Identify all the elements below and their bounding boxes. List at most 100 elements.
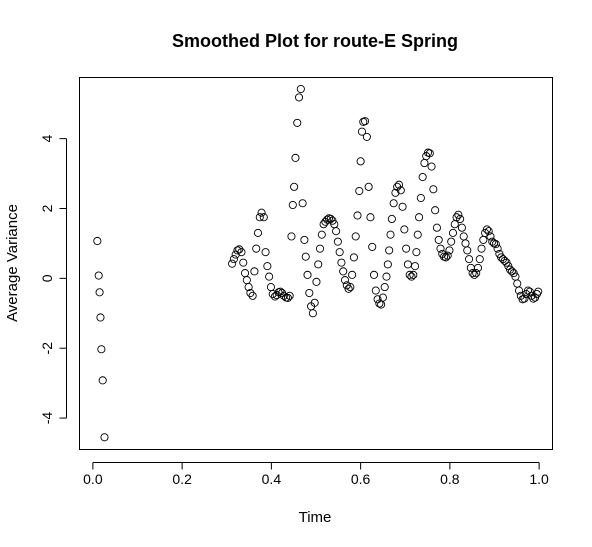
data-point [413, 230, 422, 239]
data-point [340, 276, 350, 285]
data-point [525, 287, 534, 296]
data-point [293, 118, 302, 127]
data-point [429, 185, 438, 194]
x-tick-label: 0.2 [172, 471, 192, 487]
data-point [296, 84, 305, 94]
data-point [378, 293, 387, 302]
data-point [479, 235, 488, 244]
data-point [470, 270, 479, 279]
data-point [349, 253, 358, 262]
data-point [383, 260, 392, 269]
data-point [239, 258, 248, 267]
x-tick-label: 0.4 [262, 471, 282, 487]
data-point [369, 270, 379, 279]
data-point [486, 232, 495, 241]
data-point [386, 230, 395, 239]
data-point [472, 269, 481, 278]
data-point [420, 159, 429, 168]
data-point [398, 202, 407, 211]
chart-title: Smoothed Plot for route-E Spring [172, 31, 458, 51]
data-point [246, 288, 255, 298]
data-point [391, 188, 400, 197]
data-point [323, 215, 332, 224]
y-tick-label: 0 [39, 274, 55, 282]
data-point [371, 286, 380, 295]
data-point [468, 269, 477, 278]
data-point [362, 132, 371, 141]
data-point [436, 244, 445, 253]
data-point [257, 208, 266, 217]
data-point [97, 345, 106, 354]
data-point [285, 291, 294, 300]
y-tick-label: -4 [39, 412, 55, 425]
data-point [248, 291, 257, 300]
data-point [100, 433, 109, 442]
data-point [355, 186, 364, 196]
data-point [244, 283, 253, 292]
data-point [431, 206, 440, 215]
data-point [319, 220, 328, 229]
data-point [447, 237, 456, 246]
data-point [389, 199, 398, 208]
data-point [303, 270, 312, 279]
y-tick-label: -2 [39, 342, 55, 355]
data-point [463, 246, 472, 255]
data-point [253, 228, 263, 237]
y-axis-label: Average Variance [4, 204, 21, 322]
data-point [434, 235, 443, 244]
data-point [233, 246, 242, 255]
data-point [380, 283, 389, 292]
x-tick-label: 0.0 [83, 471, 103, 487]
data-point [290, 182, 299, 191]
data-point [252, 244, 261, 253]
data-point [279, 291, 288, 300]
data-point [427, 162, 436, 171]
data-point [255, 213, 264, 222]
data-point [288, 200, 297, 210]
data-point [493, 244, 502, 253]
data-point [361, 117, 370, 126]
data-point [418, 172, 427, 182]
data-point [308, 309, 317, 318]
data-point [294, 93, 304, 102]
data-point [314, 260, 323, 269]
data-point [514, 286, 524, 295]
data-points [93, 84, 543, 442]
data-point [457, 223, 466, 232]
data-point [335, 248, 344, 257]
data-point [385, 246, 394, 255]
data-point [259, 213, 268, 222]
data-point [387, 214, 396, 224]
data-point [235, 245, 244, 254]
data-point [333, 237, 342, 246]
data-point [96, 313, 105, 322]
data-point [416, 193, 425, 203]
data-point [409, 270, 418, 279]
data-point [98, 376, 107, 385]
data-point [339, 267, 348, 276]
x-tick-label: 1.0 [529, 471, 549, 487]
data-point [482, 225, 491, 234]
data-point [400, 225, 409, 234]
y-tick-label: 2 [39, 204, 55, 212]
data-point [356, 157, 365, 166]
data-point [229, 255, 238, 264]
data-point [507, 267, 516, 276]
data-point [250, 267, 259, 276]
data-point [412, 248, 421, 257]
data-point [242, 276, 251, 285]
data-point [312, 277, 321, 286]
plot-frame [79, 77, 553, 450]
data-point [407, 272, 416, 281]
x-axis-label: Time [299, 509, 332, 526]
data-point [403, 260, 412, 269]
data-point [454, 210, 463, 219]
data-point [310, 298, 319, 307]
data-point [448, 228, 458, 237]
data-point [459, 232, 468, 241]
data-point [396, 186, 405, 195]
data-point [445, 246, 454, 255]
data-point [353, 211, 362, 220]
x-axis: 0.0 0.2 0.4 0.6 0.8 1.0 [83, 462, 549, 487]
